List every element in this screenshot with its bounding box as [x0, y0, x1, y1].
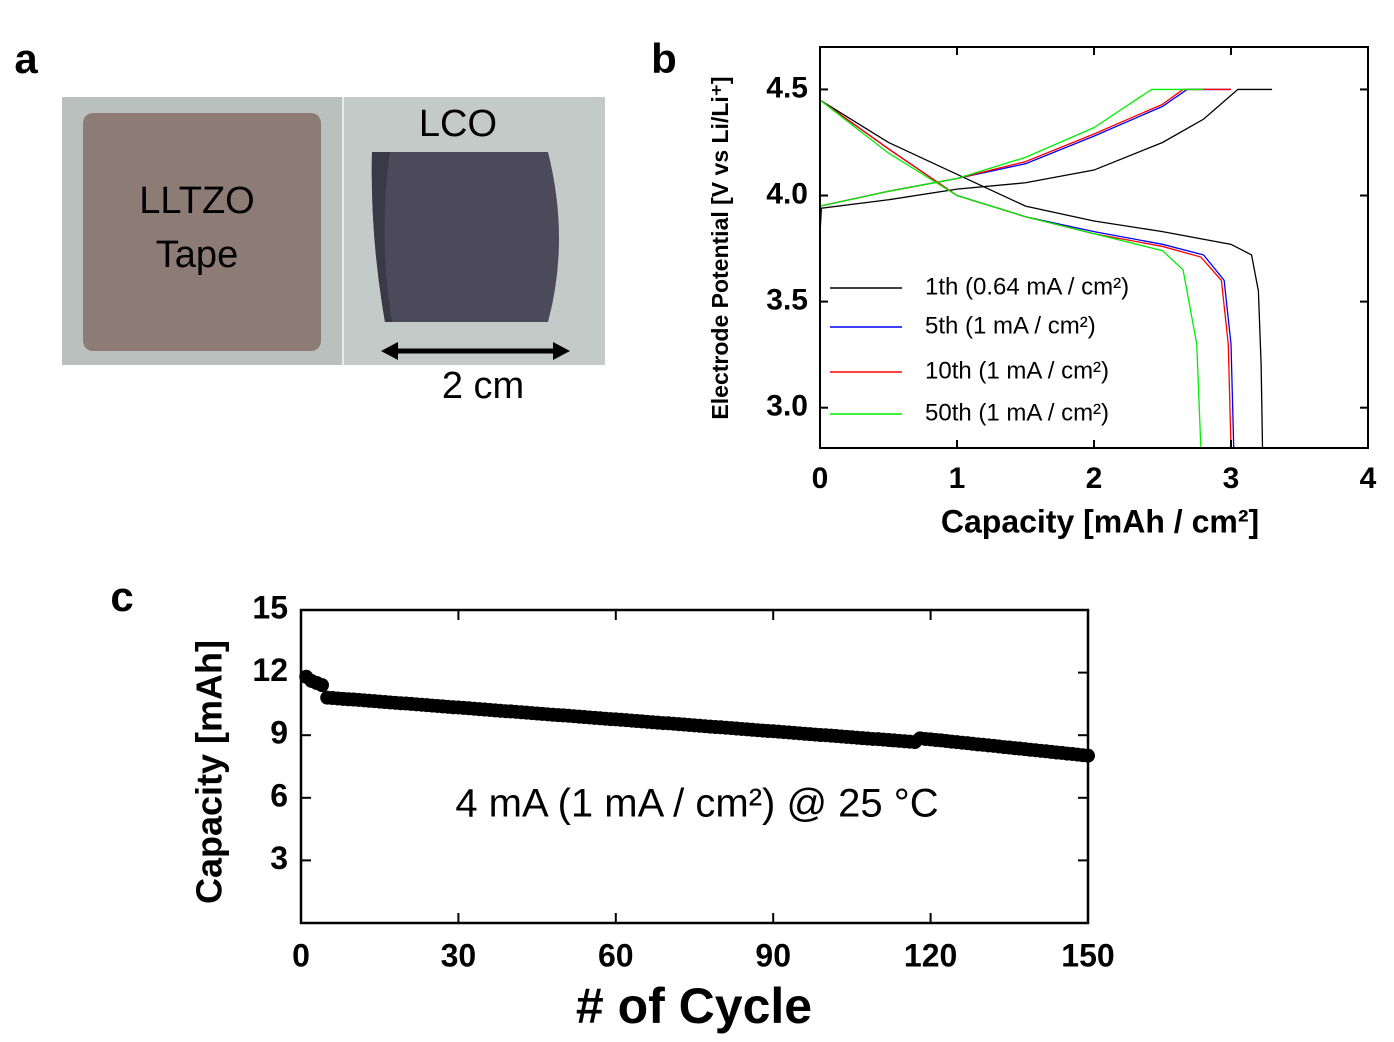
- y-tick-label: 3: [270, 840, 288, 876]
- legend-label: 5th (1 mA / cm²): [925, 312, 1096, 339]
- scale-arrow-head: [553, 342, 570, 360]
- x-tick-label: 90: [755, 937, 791, 973]
- curve-discharge: [820, 99, 1202, 448]
- x-axis-label: # of Cycle: [576, 978, 812, 1034]
- legend-label: 1th (0.64 mA / cm²): [925, 273, 1129, 300]
- x-tick-label: 0: [292, 937, 310, 973]
- plot-frame: [819, 46, 1369, 449]
- y-tick-label: 6: [270, 777, 288, 813]
- y-tick-label: 4.5: [766, 71, 808, 104]
- photo: [62, 97, 605, 365]
- photo-label: Tape: [156, 234, 238, 276]
- curve-discharge: [820, 99, 1264, 448]
- data-point: [314, 678, 329, 693]
- panel-label: c: [110, 573, 133, 620]
- legend-label: 10th (1 mA / cm²): [925, 357, 1109, 384]
- y-tick-label: 3.5: [766, 284, 808, 317]
- lltzo-tape: [83, 113, 321, 351]
- legend-label: 50th (1 mA / cm²): [925, 399, 1109, 426]
- y-axis-label: Electrode Potential [V vs Li/Li⁺]: [707, 76, 733, 419]
- x-tick-label: 2: [1086, 462, 1103, 495]
- scale-label: 2 cm: [442, 365, 524, 407]
- panel-label: a: [14, 35, 38, 82]
- annotation: 4 mA (1 mA / cm²) @ 25 °C: [455, 782, 938, 826]
- panel-label: b: [651, 35, 677, 82]
- plot-frame: [299, 608, 1090, 925]
- x-tick-label: 120: [904, 937, 957, 973]
- photo-label: LLTZO: [139, 180, 254, 222]
- x-tick-label: 60: [598, 937, 634, 973]
- x-tick-label: 30: [441, 937, 477, 973]
- curve-charge: [820, 88, 1273, 234]
- y-tick-label: 9: [270, 715, 288, 751]
- y-tick-label: 12: [252, 652, 288, 688]
- y-tick-label: 15: [252, 589, 288, 625]
- lco-sheet: [371, 152, 559, 322]
- x-tick-label: 3: [1223, 462, 1240, 495]
- y-tick-label: 3.0: [766, 390, 808, 423]
- photo-label: LCO: [419, 103, 497, 145]
- y-tick-label: 4.0: [766, 177, 808, 210]
- x-tick-label: 1: [949, 462, 966, 495]
- x-tick-label: 4: [1360, 462, 1377, 495]
- x-tick-label: 0: [812, 462, 829, 495]
- x-axis-label: Capacity [mAh / cm²]: [941, 503, 1259, 539]
- lco-edge: [371, 152, 392, 322]
- curve-discharge: [820, 99, 1232, 448]
- curve-charge: [820, 88, 1204, 207]
- x-tick-label: 150: [1061, 937, 1114, 973]
- y-axis-label: Capacity [mAh]: [189, 640, 230, 904]
- scale-arrow-head: [381, 342, 398, 360]
